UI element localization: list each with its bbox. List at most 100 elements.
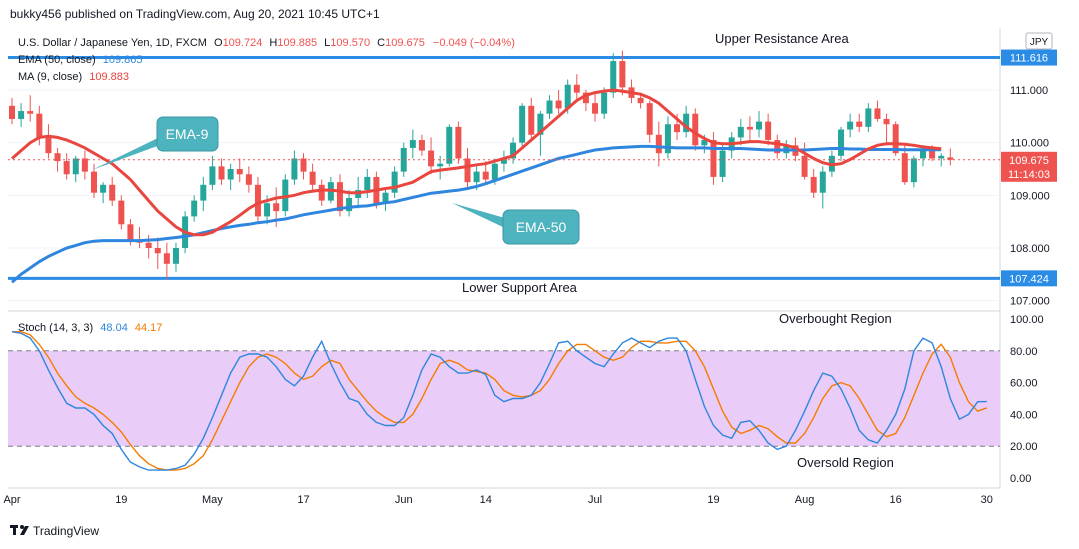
candle [291,150,298,185]
candle-body [765,121,772,141]
currency-badge-text: JPY [1030,37,1049,48]
candle [555,90,562,114]
stoch-k-value: 48.04 [100,322,128,334]
stoch-d-value: 44.17 [135,322,163,334]
legend-high-label: H [269,37,277,49]
resistance-price-tag: 111.616 [1001,49,1057,66]
candle [692,108,699,151]
candle [819,166,826,209]
candle-body [938,155,945,159]
candle-body [710,140,717,177]
candle [45,124,52,159]
candle [409,129,416,159]
candle-body [54,153,61,162]
candle-body [236,169,243,175]
candle-body [655,134,662,154]
candle-body [364,176,371,191]
candle-body [200,184,207,201]
time-tick-label: 19 [707,494,719,506]
footer-brand: TradingView [33,524,99,538]
candles [9,50,954,280]
candle-body [218,166,225,180]
ema50-callout-text: EMA-50 [516,219,567,235]
candle-body [391,171,398,193]
candle [428,137,435,175]
candle-body [27,111,34,114]
candle [728,132,735,159]
candle-body [592,103,599,114]
stoch-tick-label: 20.00 [1010,441,1038,453]
upper-resistance-label: Upper Resistance Area [715,31,849,46]
resistance-tag-text: 111.616 [1010,53,1048,65]
candle-body [664,124,671,154]
candle [391,166,398,198]
candle-body [336,182,343,212]
candle-body [500,158,507,164]
candle [865,103,872,133]
time-axis-ticks: Apr 19 May 17 Jun 14 Jul 19 Aug 16 30 [3,494,992,506]
candle-body [646,103,653,135]
legend-ma-value: 109.883 [89,71,129,83]
candle-body [774,140,781,154]
stoch-legend: Stoch (14, 3, 3) 48.04 44.17 [18,322,162,334]
support-tag-box [1001,270,1057,287]
time-tick-label: Aug [795,494,815,506]
stoch-tick-label: 100.00 [1010,314,1044,326]
candle-body [564,84,571,109]
candle [136,226,143,249]
price-tick-label: 107.000 [1010,296,1050,308]
candle [9,97,15,125]
candle-body [719,150,726,177]
candle-body [892,124,899,154]
legend-ema-value: 109.865 [103,54,143,66]
support-price-tag: 107.424 [1001,270,1057,287]
stoch-k-line [11,331,987,471]
candle-body [264,203,271,217]
time-tick-label: 14 [480,494,492,506]
logo-mark-slash [20,526,29,535]
candle [118,195,125,230]
support-tag-text: 107.424 [1009,273,1049,285]
candle [500,150,507,172]
candle [874,100,881,122]
legend-open-label: O [214,37,223,49]
candle-body [254,184,261,217]
countdown-tag-text: 11:14:03 [1008,169,1050,181]
oversold-label: Oversold Region [797,455,894,470]
candle-body [683,113,690,133]
candle [938,153,945,167]
candle [163,242,170,280]
candle [737,118,744,146]
candle [200,176,207,212]
resistance-tag-box [1001,49,1057,66]
legend-low: 109.570 [330,37,370,49]
candle [109,176,116,206]
candle-body [163,253,170,264]
candle-body [883,118,890,125]
legend-ema-label: EMA (50, close) [18,54,96,66]
ema9-callout-box [156,116,219,152]
candle [883,113,890,146]
candle [601,87,608,119]
candle-body [601,92,608,114]
candle [72,155,79,183]
time-tick-label: Jul [588,494,602,506]
legend-close: 109.675 [385,37,425,49]
time-tick-label: 30 [981,494,993,506]
candle-body [36,113,43,138]
candle [582,90,589,112]
candle-body [45,137,52,154]
candle-body [610,61,617,93]
stoch-band [8,350,1000,447]
candle-body [145,242,152,249]
candle [300,153,307,180]
stoch-tick-label: 40.00 [1010,409,1038,421]
candle-body [555,100,562,109]
overbought-label: Overbought Region [779,311,892,326]
legend-change: −0.049 (−0.04%) [433,37,515,49]
time-tick-label: Apr [3,494,20,506]
candle-body [491,163,498,180]
candle-body [528,105,535,135]
candle-body [838,129,845,156]
candle-body [473,171,480,183]
